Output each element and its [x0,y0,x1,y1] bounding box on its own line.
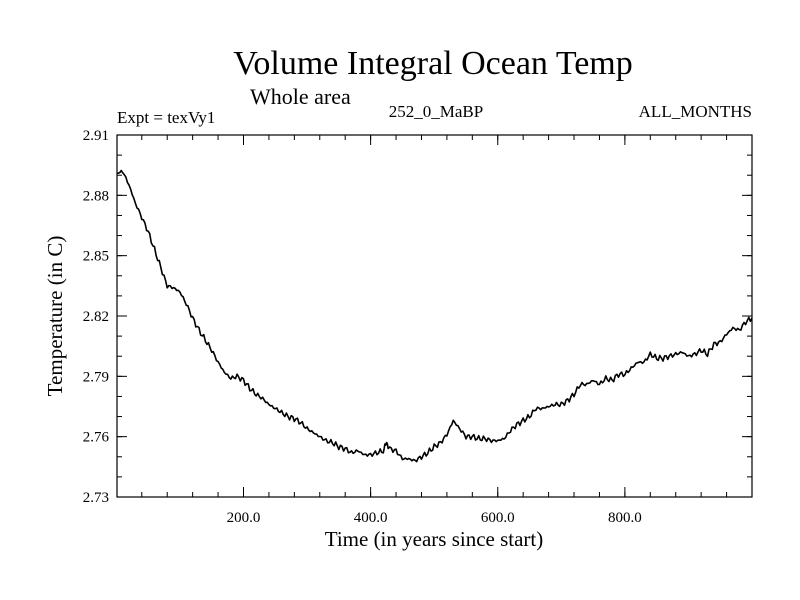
x-tick-label: 600.0 [481,510,515,526]
plot-frame [116,134,753,498]
temperature-series-line [117,169,753,463]
y-tick-label: 2.91 [83,128,109,144]
x-tick-label: 400.0 [354,510,388,526]
y-tick-label: 2.73 [83,490,109,506]
header-center-label: 252_0_MaBP [389,102,483,121]
y-tick-label: 2.76 [83,430,110,446]
y-tick-label: 2.85 [83,249,109,265]
chart-subtitle: Whole area [250,84,351,109]
chart-title: Volume Integral Ocean Temp [233,45,633,82]
y-tick-label: 2.88 [83,188,109,204]
axis-tick-labels: 200.0 400.0 600.0 800.0 2.73 2.76 2.79 2.82 2.85… [83,128,642,526]
x-tick-label: 200.0 [227,510,261,526]
y-tick-label: 2.79 [83,369,109,385]
x-tick-label: 800.0 [608,510,642,526]
axis-ticks [117,134,752,498]
y-axis-label: Temperature (in C) [43,236,67,397]
x-axis-label: Time (in years since start) [325,527,544,551]
y-tick-label: 2.82 [83,309,109,325]
header-right-label: ALL_MONTHS [639,102,752,121]
header-left-label: Expt = texVy1 [117,108,215,127]
